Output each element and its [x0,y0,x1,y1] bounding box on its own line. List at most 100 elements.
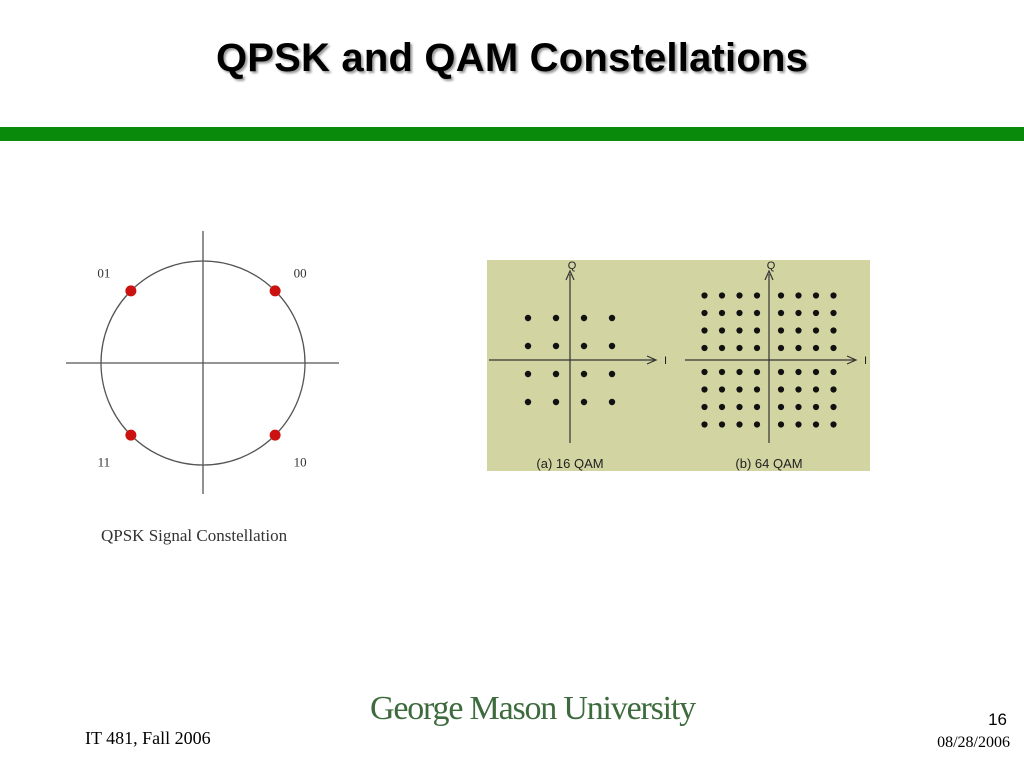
qam-symbol-point [701,403,708,411]
qam-symbol-point [777,292,785,299]
qam-symbol-point [580,398,588,406]
qam-symbol-point [524,398,532,406]
slide-number: 16 [988,710,1007,729]
qam-q-label: Q [767,260,776,272]
qam-symbol-point [753,309,761,317]
qam-symbol-point [753,368,761,376]
qam-symbol-point [718,403,726,411]
qam-symbol-point [812,403,820,411]
qam-symbol-point [830,292,837,299]
qam-symbol-point [701,309,708,317]
qam-symbol-point [718,368,726,376]
qam-symbol-point [552,314,560,322]
qam-q-arrow [764,269,774,281]
qpsk-points: 01 00 11 10 [97,265,306,469]
qam-symbol-point [830,421,837,428]
qam-symbol-point [736,327,743,334]
qam-i-arrow [646,355,658,365]
qam-symbol-point [830,368,837,376]
qam-symbol-point [777,421,785,428]
qam-symbol-point [812,309,820,317]
qpsk-point-10 [269,429,281,441]
qam-symbol-point [812,368,820,376]
qam-symbol-point [795,403,802,411]
qpsk-point-label: 00 [294,265,307,280]
qam-symbol-point [718,344,726,352]
footer-course: IT 481, Fall 2006 [85,728,211,748]
qam-symbol-point [795,309,802,317]
qam-q-arrow [565,269,575,281]
qam-symbol-point [812,292,820,299]
qam-diagram-8: Q I (b) 64 QAM [685,260,867,471]
qam-symbol-point [830,309,837,317]
qam-symbol-point [524,342,532,350]
qam-symbol-point [830,386,837,393]
qam-symbol-point [736,368,743,376]
qam-symbol-point [795,386,802,393]
qam-symbol-point [795,292,802,299]
qam-symbol-point [753,386,761,393]
qam-symbol-point [524,370,532,378]
qpsk-point-00 [269,285,281,297]
qam-symbol-point [812,327,820,334]
qam-symbol-point [830,403,837,411]
qam-caption: (b) 64 QAM [735,456,802,471]
qam-symbol-point [736,292,743,299]
qam-symbol-point [812,386,820,393]
qpsk-point-label: 10 [294,455,307,470]
qam-symbol-point [795,421,802,428]
qpsk-point-11 [125,429,137,441]
qam-symbol-point [736,403,743,411]
qam-symbol-point [701,292,708,299]
qam-i-label: I [864,355,867,367]
qam-symbol-point [777,368,785,376]
qpsk-point-label: 11 [98,455,111,470]
qam-i-arrow [846,355,858,365]
qam-symbol-point [718,327,726,334]
qam-symbol-point [736,309,743,317]
qam-symbol-point [736,386,743,393]
qpsk-unit-circle [100,260,306,466]
qam-i-label: I [664,355,667,367]
qam-symbol-point [580,370,588,378]
qam-constellation-diagrams: Q I (a) 16 QAM Q I (b) 64 QAM [489,260,867,471]
qam-symbol-point [736,344,743,352]
qam-symbol-point [753,292,761,299]
qam-symbol-point [718,309,726,317]
qam-symbol-point [608,370,616,378]
qam-symbol-point [777,386,785,393]
qam-symbol-point [552,342,560,350]
qam-diagram-4: Q I (a) 16 QAM [489,260,667,471]
qpsk-caption: QPSK Signal Constellation [101,526,288,545]
qam-symbol-point [608,398,616,406]
qam-symbol-point [552,370,560,378]
qam-symbol-point [580,342,588,350]
qam-symbol-point [701,344,708,352]
title-divider-bar [0,127,1024,141]
qam-symbol-point [701,421,708,428]
qam-symbol-point [777,344,785,352]
qam-symbol-point [608,342,616,350]
qam-symbol-point [753,403,761,411]
qpsk-point-label: 01 [97,265,110,280]
slide-title: QPSK and QAM Constellations [215,36,809,80]
qpsk-point-01 [125,285,137,297]
qam-symbol-point [524,314,532,322]
qam-symbol-point [777,403,785,411]
qam-symbol-point [777,327,785,334]
qam-constellation-panel: Q I (a) 16 QAM Q I (b) 64 QAM [487,260,870,471]
qam-symbol-point [736,421,743,428]
qam-symbol-point [701,386,708,393]
qam-q-label: Q [568,260,577,272]
qam-symbol-point [830,344,837,352]
qam-symbol-point [608,314,616,322]
qam-symbol-point [777,309,785,317]
qam-symbol-point [552,398,560,406]
qam-symbol-point [812,344,820,352]
qam-symbol-point [830,327,837,334]
qam-symbol-point [795,344,802,352]
footer-date: 08/28/2006 [937,734,1010,751]
qam-symbol-point [753,344,761,352]
qam-symbol-point [701,327,708,334]
qam-symbol-point [701,368,708,376]
